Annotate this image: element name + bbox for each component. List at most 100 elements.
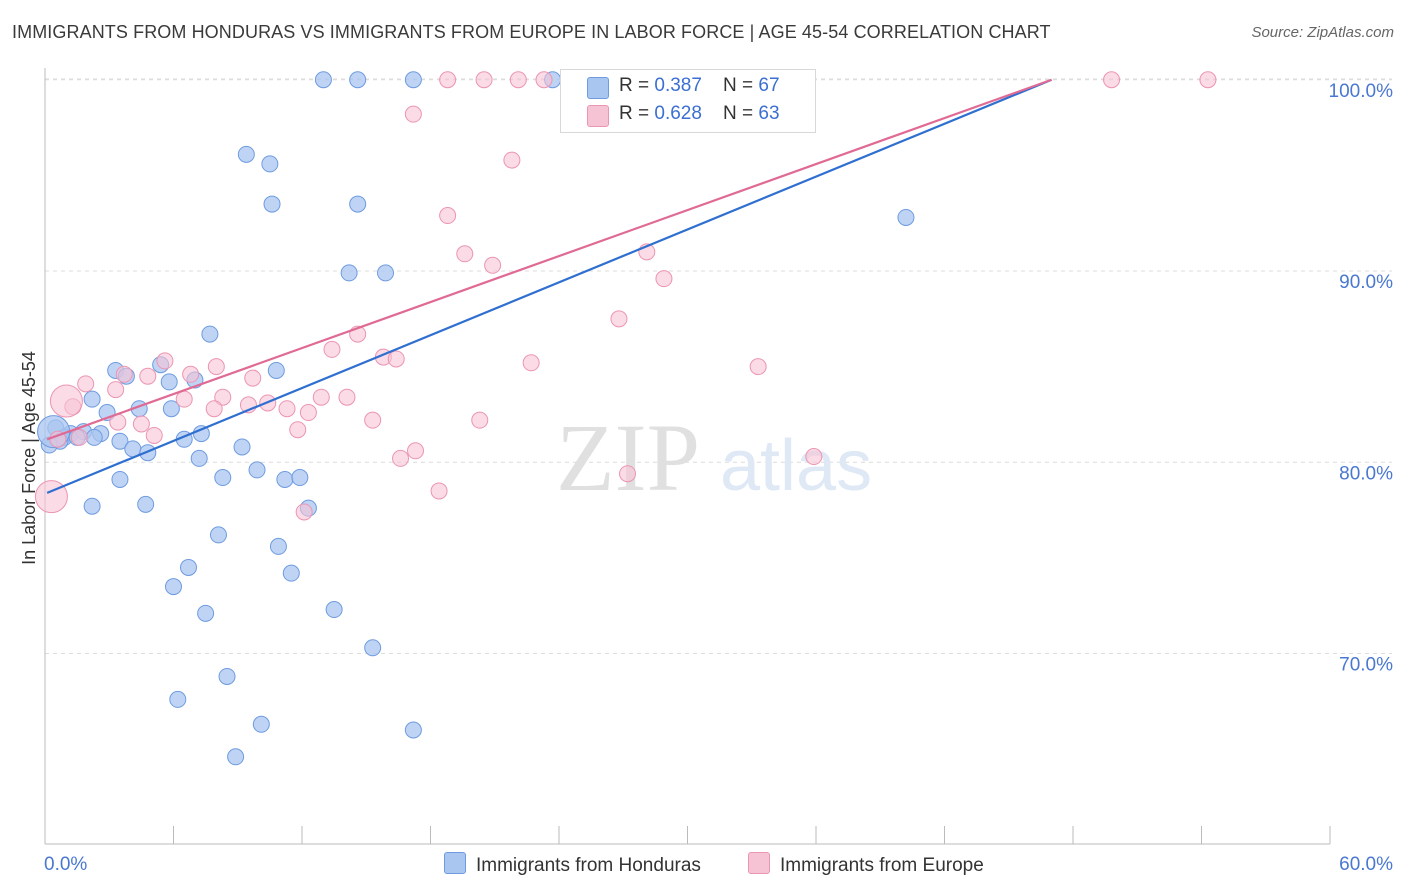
point-honduras xyxy=(209,526,227,544)
point-honduras xyxy=(227,748,245,766)
y-tick-label: 100.0% xyxy=(1329,81,1394,102)
point-europe xyxy=(132,415,150,433)
legend-n-value: 67 xyxy=(758,75,780,96)
point-honduras xyxy=(325,601,343,619)
legend-box: R = 0.387 N = 67 R = 0.628 N = 63 xyxy=(560,69,816,133)
bottom-legend-label-europe: Immigrants from Europe xyxy=(780,855,984,876)
point-honduras xyxy=(169,690,187,708)
point-europe xyxy=(214,388,232,406)
point-honduras xyxy=(340,264,358,282)
point-europe xyxy=(610,310,628,328)
point-honduras xyxy=(83,390,101,408)
point-europe xyxy=(404,105,422,123)
x-tick-label-max: 60.0% xyxy=(1339,854,1393,875)
point-honduras xyxy=(404,721,422,739)
point-honduras xyxy=(897,208,915,226)
point-honduras xyxy=(165,578,182,596)
point-honduras xyxy=(364,639,382,657)
watermark: ZIP atlas xyxy=(556,404,872,511)
legend-r-label: R = xyxy=(619,103,655,124)
source-label: Source: ZipAtlas.com xyxy=(1251,24,1394,41)
trendline-europe xyxy=(46,78,1052,441)
chart-title: IMMIGRANTS FROM HONDURAS VS IMMIGRANTS F… xyxy=(12,22,1051,42)
point-europe xyxy=(475,71,493,89)
point-honduras xyxy=(314,71,332,89)
point-honduras xyxy=(83,497,101,515)
grid-layer xyxy=(45,78,1392,654)
point-europe xyxy=(749,358,767,376)
point-honduras xyxy=(252,715,270,733)
point-honduras xyxy=(377,264,395,282)
point-europe xyxy=(205,400,223,418)
point-europe xyxy=(439,71,457,89)
point-europe xyxy=(289,421,307,439)
point-europe xyxy=(522,354,540,372)
point-honduras xyxy=(162,400,180,418)
legend-r-label: R = xyxy=(619,75,655,96)
point-europe xyxy=(535,71,553,89)
legend-r-value: 0.387 xyxy=(654,75,702,96)
legend-n-label: N = xyxy=(723,103,759,124)
y-tick-label: 80.0% xyxy=(1339,463,1393,484)
point-europe xyxy=(115,365,133,383)
point-honduras xyxy=(197,604,215,622)
point-europe xyxy=(387,350,405,368)
point-europe xyxy=(278,400,296,418)
point-honduras xyxy=(261,155,279,173)
point-honduras xyxy=(85,428,103,446)
point-europe xyxy=(207,358,225,376)
y-tick-label: 90.0% xyxy=(1339,272,1393,293)
point-honduras xyxy=(137,495,155,513)
point-honduras xyxy=(263,195,281,213)
point-europe xyxy=(430,482,448,500)
point-europe xyxy=(509,71,527,89)
point-europe xyxy=(439,207,457,225)
watermark-zip: ZIP xyxy=(556,404,700,511)
point-honduras xyxy=(237,145,255,163)
point-europe xyxy=(323,340,341,358)
point-europe xyxy=(471,411,489,429)
point-honduras xyxy=(201,325,219,343)
bottom-legend-europe: Immigrants from Europe xyxy=(748,852,984,877)
point-honduras xyxy=(276,470,294,488)
point-europe xyxy=(364,411,382,429)
point-honduras xyxy=(111,432,129,450)
legend-n-label: N = xyxy=(723,75,759,96)
point-europe xyxy=(145,426,163,444)
x-tick-label-min: 0.0% xyxy=(44,854,87,875)
point-europe xyxy=(503,151,521,169)
point-europe xyxy=(1199,71,1217,89)
point-europe xyxy=(655,270,673,288)
trend-layer xyxy=(46,78,1053,494)
point-honduras xyxy=(233,438,251,456)
point-europe xyxy=(299,404,317,422)
point-honduras xyxy=(160,373,178,391)
point-honduras xyxy=(190,449,208,467)
watermark-atlas: atlas xyxy=(720,426,872,506)
label-layer: 70.0% 80.0% 90.0% 100.0% 0.0% 60.0% In Labor F… xyxy=(19,81,1393,875)
point-europe xyxy=(70,428,88,446)
point-honduras xyxy=(404,71,422,89)
bottom-legend-swatch-honduras xyxy=(444,852,466,874)
point-honduras xyxy=(111,470,129,488)
point-honduras xyxy=(291,469,309,487)
trendline-honduras xyxy=(46,78,1053,494)
point-europe xyxy=(338,388,356,406)
axis-layer xyxy=(44,68,1331,845)
y-tick-label: 70.0% xyxy=(1339,655,1393,676)
point-honduras xyxy=(349,195,367,213)
point-honduras xyxy=(218,667,236,685)
point-honduras xyxy=(214,469,232,487)
point-europe xyxy=(312,388,330,406)
point-europe xyxy=(619,465,637,483)
point-europe xyxy=(484,256,502,274)
y-axis-title: In Labor Force | Age 45-54 xyxy=(19,351,39,565)
point-honduras xyxy=(179,558,197,576)
point-europe xyxy=(139,367,157,385)
point-europe xyxy=(156,352,174,370)
point-honduras xyxy=(269,537,287,555)
point-europe xyxy=(407,442,425,460)
legend-swatch-europe xyxy=(587,105,609,127)
point-europe xyxy=(1103,71,1121,89)
